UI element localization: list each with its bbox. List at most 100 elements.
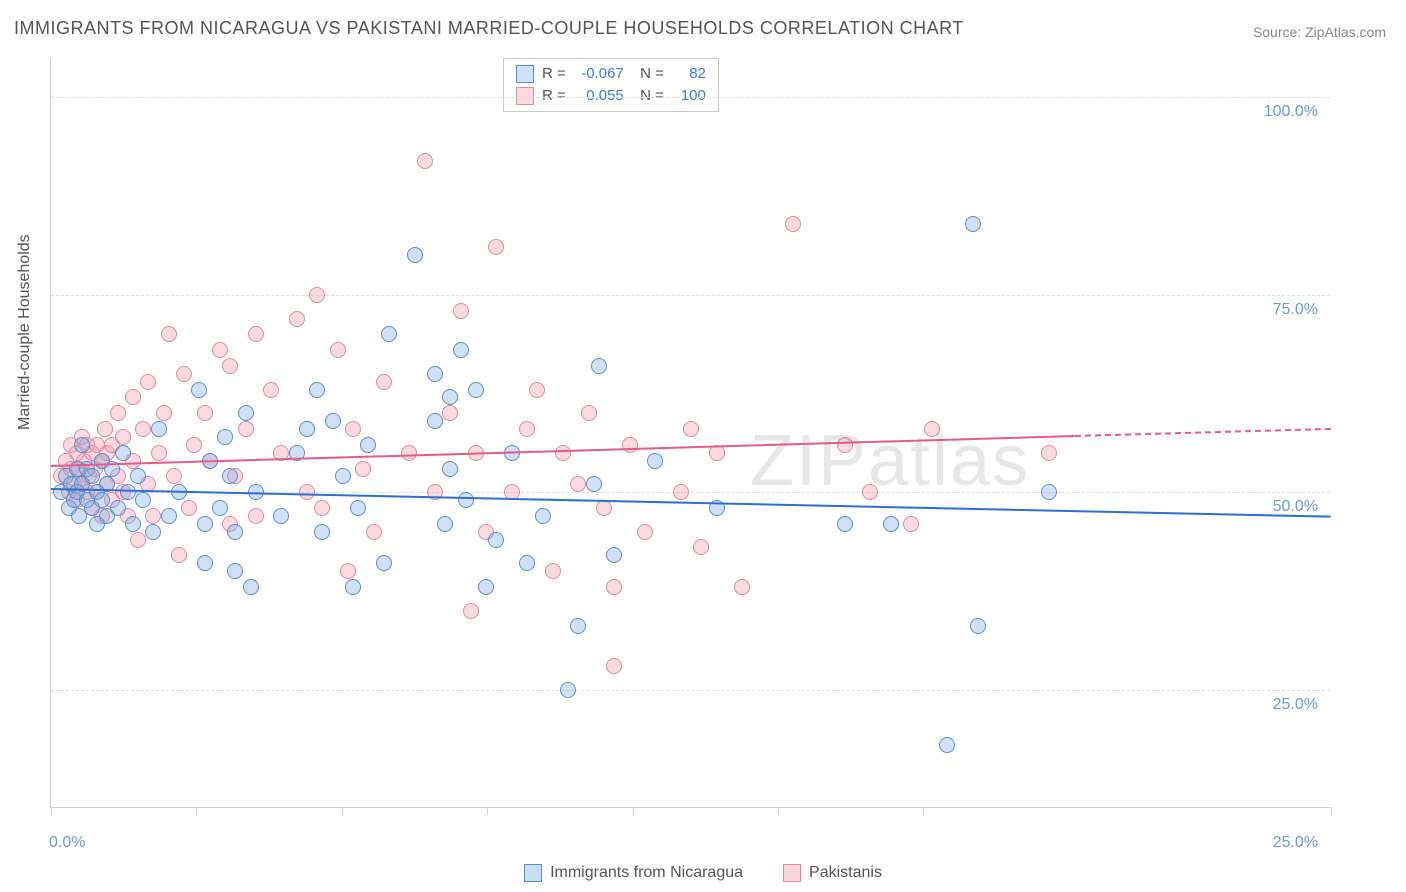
scatter-point <box>442 389 458 405</box>
scatter-point <box>939 737 955 753</box>
scatter-point <box>130 468 146 484</box>
scatter-point <box>161 508 177 524</box>
scatter-point <box>145 508 161 524</box>
legend-r-label: R = <box>542 85 566 107</box>
scatter-point <box>197 516 213 532</box>
scatter-point <box>212 342 228 358</box>
scatter-point <box>181 500 197 516</box>
x-tick <box>923 807 924 815</box>
scatter-point <box>345 579 361 595</box>
scatter-point <box>248 326 264 342</box>
scatter-point <box>883 516 899 532</box>
x-tick <box>1331 807 1332 815</box>
scatter-point <box>488 239 504 255</box>
scatter-point <box>376 374 392 390</box>
scatter-point <box>381 326 397 342</box>
scatter-point <box>222 358 238 374</box>
scatter-point <box>345 421 361 437</box>
scatter-point <box>965 216 981 232</box>
scatter-point <box>135 492 151 508</box>
scatter-point <box>330 342 346 358</box>
bottom-legend-item: Immigrants from Nicaragua <box>524 864 743 882</box>
gridline <box>51 295 1330 296</box>
scatter-point <box>151 445 167 461</box>
scatter-point <box>110 405 126 421</box>
scatter-point <box>545 563 561 579</box>
scatter-point <box>555 445 571 461</box>
gridline <box>51 97 1330 98</box>
scatter-point <box>401 445 417 461</box>
scatter-point <box>191 382 207 398</box>
scatter-point <box>309 382 325 398</box>
scatter-point <box>248 508 264 524</box>
scatter-point <box>171 547 187 563</box>
scatter-point <box>437 516 453 532</box>
scatter-point <box>427 366 443 382</box>
scatter-point <box>468 382 484 398</box>
y-tick-label: 25.0% <box>1273 696 1318 714</box>
legend-label: Immigrants from Nicaragua <box>550 864 743 882</box>
scatter-point <box>299 421 315 437</box>
scatter-point <box>442 405 458 421</box>
scatter-point <box>376 555 392 571</box>
scatter-point <box>591 358 607 374</box>
x-tick <box>342 807 343 815</box>
scatter-point <box>263 382 279 398</box>
scatter-point <box>366 524 382 540</box>
scatter-point <box>360 437 376 453</box>
bottom-legend: Immigrants from Nicaragua Pakistanis <box>0 864 1406 882</box>
scatter-point <box>488 532 504 548</box>
scatter-point <box>314 500 330 516</box>
scatter-point <box>622 437 638 453</box>
scatter-point <box>238 421 254 437</box>
scatter-point <box>97 421 113 437</box>
trend-line <box>1075 427 1331 436</box>
legend-label: Pakistanis <box>809 864 882 882</box>
scatter-point <box>166 468 182 484</box>
scatter-point <box>442 461 458 477</box>
y-tick-label: 75.0% <box>1273 301 1318 319</box>
scatter-point <box>110 500 126 516</box>
scatter-point <box>125 516 141 532</box>
scatter-point <box>529 382 545 398</box>
scatter-point <box>340 563 356 579</box>
scatter-point <box>837 437 853 453</box>
scatter-point <box>125 389 141 405</box>
legend-swatch <box>516 65 534 83</box>
x-tick <box>196 807 197 815</box>
scatter-point <box>606 547 622 563</box>
scatter-point <box>145 524 161 540</box>
chart-title: IMMIGRANTS FROM NICARAGUA VS PAKISTANI M… <box>14 18 964 39</box>
scatter-point <box>560 682 576 698</box>
scatter-point <box>570 476 586 492</box>
legend-n-label: N = <box>632 85 664 107</box>
scatter-point <box>647 453 663 469</box>
scatter-point <box>417 153 433 169</box>
scatter-point <box>1041 445 1057 461</box>
scatter-point <box>273 508 289 524</box>
scatter-point <box>217 429 233 445</box>
x-tick <box>487 807 488 815</box>
scatter-point <box>115 429 131 445</box>
scatter-point <box>140 374 156 390</box>
scatter-point <box>309 287 325 303</box>
scatter-point <box>120 484 136 500</box>
scatter-point <box>176 366 192 382</box>
scatter-point <box>478 579 494 595</box>
scatter-point <box>74 437 90 453</box>
scatter-point <box>1041 484 1057 500</box>
legend-row: R = -0.067 N = 82 <box>516 63 706 85</box>
scatter-point <box>350 500 366 516</box>
scatter-point <box>970 618 986 634</box>
scatter-point <box>299 484 315 500</box>
gridline <box>51 690 1330 691</box>
x-tick-label: 25.0% <box>1273 834 1318 852</box>
x-tick-label: 0.0% <box>49 834 85 852</box>
scatter-point <box>586 476 602 492</box>
legend-swatch <box>516 87 534 105</box>
scatter-point <box>785 216 801 232</box>
scatter-point <box>903 516 919 532</box>
scatter-point <box>407 247 423 263</box>
scatter-point <box>94 492 110 508</box>
scatter-point <box>535 508 551 524</box>
